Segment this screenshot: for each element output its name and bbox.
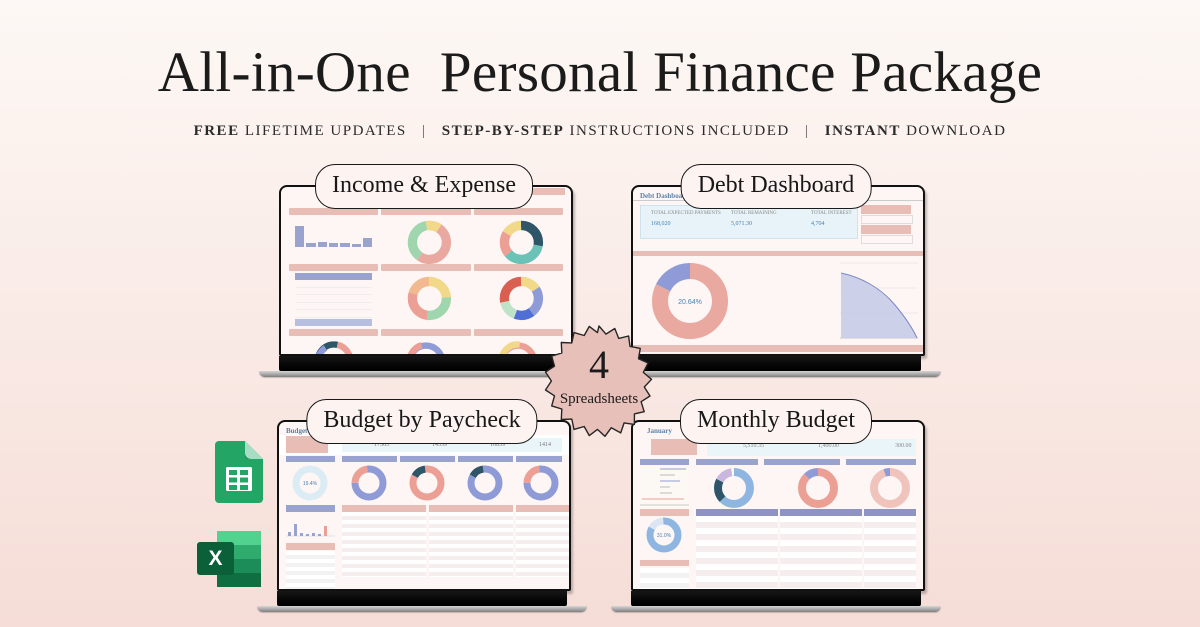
- svg-text:31.0%: 31.0%: [657, 533, 672, 539]
- svg-text:X: X: [208, 547, 222, 570]
- svg-text:19.4%: 19.4%: [303, 481, 318, 487]
- svg-text:20.64%: 20.64%: [678, 299, 702, 306]
